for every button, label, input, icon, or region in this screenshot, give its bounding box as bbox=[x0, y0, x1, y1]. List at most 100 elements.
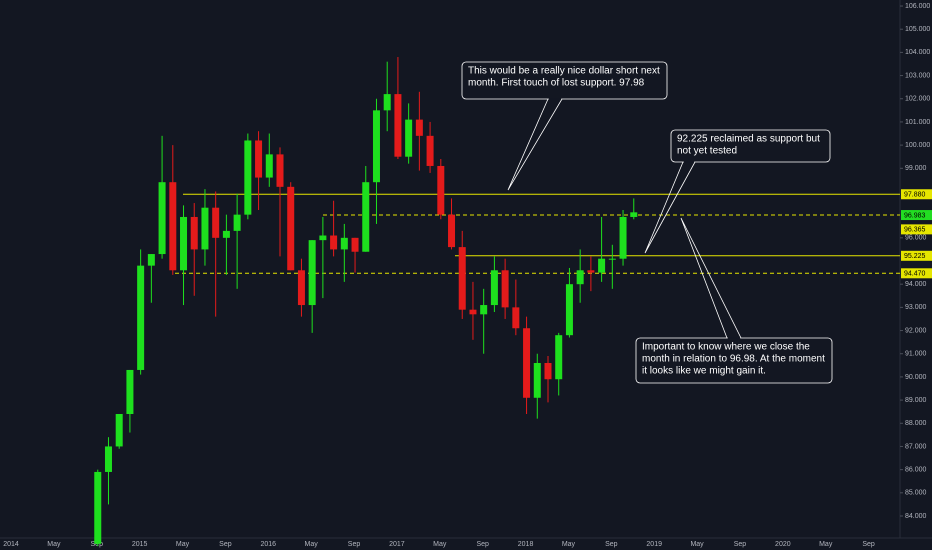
candle-body bbox=[169, 182, 177, 271]
x-tick-label: Sep bbox=[862, 541, 875, 548]
candle-body bbox=[137, 265, 145, 370]
y-tick-label: 84.000 bbox=[905, 513, 927, 520]
x-tick-label: May bbox=[47, 541, 61, 548]
level-label-bg bbox=[901, 224, 932, 235]
candle-body bbox=[598, 258, 606, 273]
candle-body bbox=[480, 305, 488, 315]
y-tick-label: 85.000 bbox=[905, 490, 927, 497]
x-tick-label: 2014 bbox=[3, 541, 19, 548]
candle-body bbox=[147, 254, 155, 266]
candle-body bbox=[544, 363, 552, 380]
y-tick-label: 93.000 bbox=[905, 304, 927, 311]
callout-box bbox=[670, 129, 831, 163]
candle-body bbox=[308, 240, 316, 306]
y-tick-label: 101.000 bbox=[905, 119, 930, 126]
level-label: 96.365 bbox=[904, 227, 926, 234]
candle-body bbox=[372, 110, 380, 183]
candle-body bbox=[426, 135, 434, 166]
callout-text: month in relation to 96.98. At the momen… bbox=[642, 354, 825, 365]
candle-body bbox=[630, 212, 638, 217]
candle-body bbox=[469, 309, 477, 315]
candle-body bbox=[287, 186, 295, 271]
x-tick-label: 2017 bbox=[389, 541, 405, 548]
candle-body bbox=[180, 216, 188, 271]
candle-body bbox=[490, 270, 498, 306]
x-tick-label: May bbox=[176, 541, 190, 548]
candle-body bbox=[126, 369, 134, 414]
level-label: 94.470 bbox=[904, 271, 926, 278]
candle-body bbox=[608, 258, 616, 260]
y-tick-label: 105.000 bbox=[905, 26, 930, 33]
candle-body bbox=[555, 335, 563, 380]
candle-body bbox=[340, 237, 348, 250]
y-tick-label: 87.000 bbox=[905, 443, 927, 450]
x-tick-label: Sep bbox=[348, 541, 361, 548]
candle-body bbox=[362, 182, 370, 252]
candle-body bbox=[222, 230, 230, 238]
candle-body bbox=[319, 235, 327, 241]
candle-body bbox=[437, 165, 445, 215]
candle-body bbox=[330, 235, 338, 250]
candle-body bbox=[619, 216, 627, 259]
x-tick-label: May bbox=[433, 541, 447, 548]
candle-body bbox=[244, 140, 252, 215]
x-tick-label: Sep bbox=[476, 541, 489, 548]
y-tick-label: 96.000 bbox=[905, 235, 927, 242]
candle-body bbox=[405, 119, 413, 157]
candle-body bbox=[276, 154, 284, 187]
candle-body bbox=[212, 207, 220, 238]
x-tick-label: Sep bbox=[734, 541, 747, 548]
callout-box bbox=[461, 61, 668, 100]
y-tick-label: 102.000 bbox=[905, 96, 930, 103]
level-label-bg bbox=[901, 250, 932, 261]
candle-body bbox=[523, 328, 531, 398]
x-tick-label: May bbox=[562, 541, 576, 548]
callout-text: month. First touch of lost support. 97.9… bbox=[468, 78, 645, 89]
y-tick-label: 88.000 bbox=[905, 420, 927, 427]
candle-body bbox=[565, 284, 573, 336]
x-tick-label: 2020 bbox=[775, 541, 791, 548]
candle-body bbox=[115, 413, 123, 447]
level-label-bg bbox=[901, 210, 932, 221]
y-tick-label: 104.000 bbox=[905, 49, 930, 56]
y-tick-label: 100.000 bbox=[905, 142, 930, 149]
callout-text: 92.225 reclaimed as support but bbox=[677, 134, 820, 145]
x-tick-label: May bbox=[690, 541, 704, 548]
level-label-bg bbox=[901, 189, 932, 200]
y-tick-label: 86.000 bbox=[905, 466, 927, 473]
candle-body bbox=[94, 471, 102, 544]
y-tick-label: 99.000 bbox=[905, 165, 927, 172]
x-tick-label: 2015 bbox=[132, 541, 148, 548]
candle-body bbox=[255, 140, 263, 178]
x-tick-label: 2018 bbox=[518, 541, 534, 548]
candle-body bbox=[233, 214, 241, 231]
candle-body bbox=[201, 207, 209, 250]
callout-text: it looks like we might gain it. bbox=[642, 366, 766, 377]
y-tick-label: 94.000 bbox=[905, 281, 927, 288]
y-tick-label: 89.000 bbox=[905, 397, 927, 404]
candle-body bbox=[576, 270, 584, 285]
candle-body bbox=[158, 182, 166, 255]
y-tick-label: 90.000 bbox=[905, 374, 927, 381]
callout-text: not yet tested bbox=[677, 146, 737, 157]
candle-body bbox=[351, 237, 359, 252]
candle-body bbox=[297, 270, 305, 306]
x-tick-label: 2019 bbox=[646, 541, 662, 548]
x-tick-label: Sep bbox=[605, 541, 618, 548]
candle-body bbox=[265, 154, 273, 178]
level-label: 97.880 bbox=[904, 192, 926, 199]
x-tick-label: May bbox=[305, 541, 319, 548]
level-label: 95.225 bbox=[904, 253, 926, 260]
level-label-bg bbox=[901, 268, 932, 279]
x-tick-label: Sep bbox=[91, 541, 104, 548]
y-tick-label: 103.000 bbox=[905, 72, 930, 79]
callout-text: This would be a really nice dollar short… bbox=[468, 66, 660, 77]
candle-body bbox=[190, 216, 198, 250]
candle-body bbox=[383, 94, 391, 111]
y-tick-label: 92.000 bbox=[905, 327, 927, 334]
candle-body bbox=[415, 119, 423, 136]
candle-body bbox=[587, 270, 595, 273]
x-tick-label: May bbox=[819, 541, 833, 548]
candle-body bbox=[448, 214, 456, 248]
